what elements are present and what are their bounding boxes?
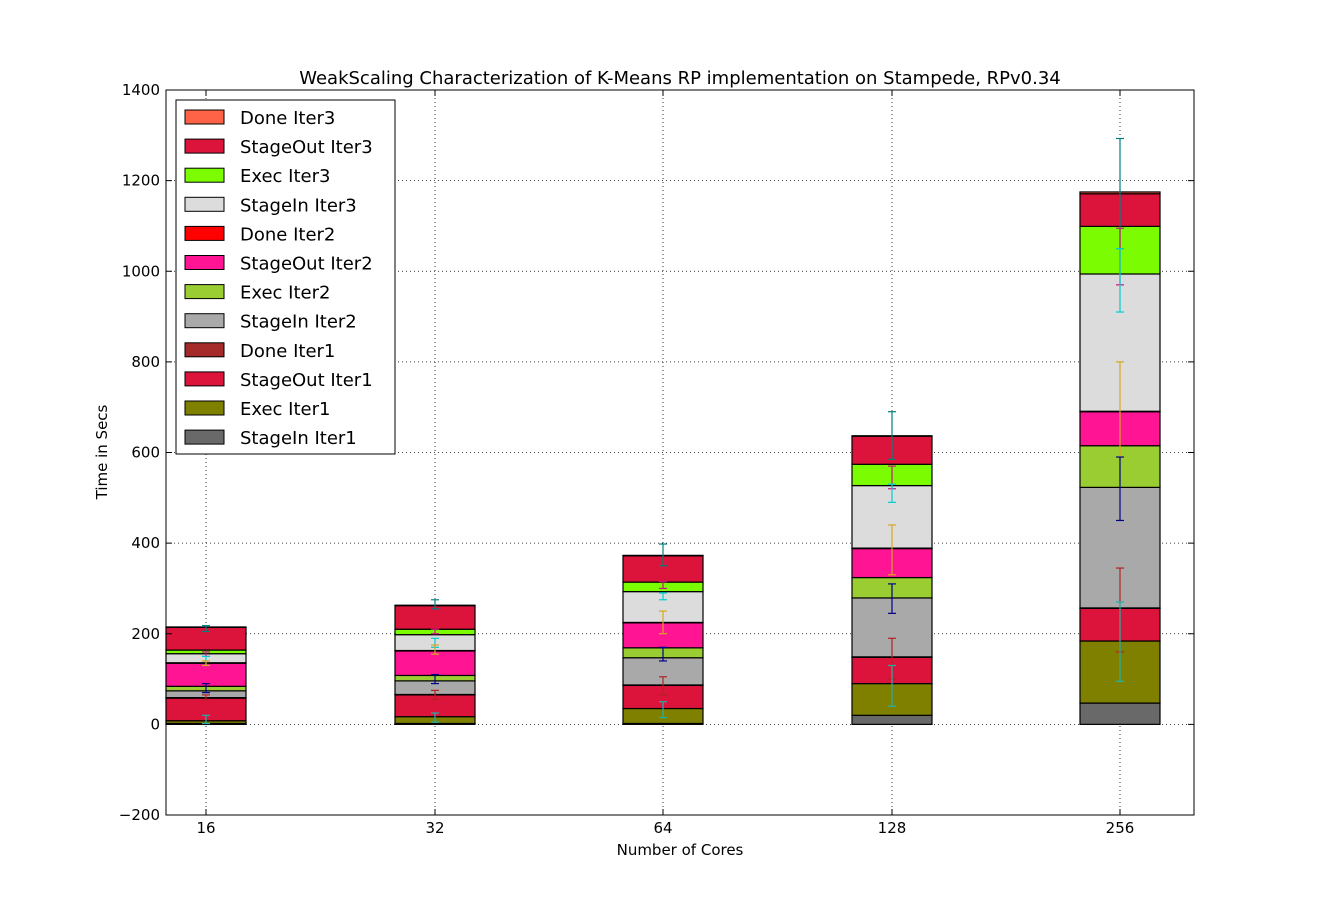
y-tick-label: 400 <box>131 534 160 552</box>
x-axis-label: Number of Cores <box>617 841 744 859</box>
y-axis-label: Time in Secs <box>93 404 111 500</box>
x-tick-label: 64 <box>653 819 672 837</box>
legend-swatch <box>184 255 225 270</box>
legend-swatch <box>184 371 225 387</box>
chart-title: WeakScaling Characterization of K-Means … <box>299 68 1061 89</box>
y-tick-label: 600 <box>131 444 160 462</box>
y-tick-label: 0 <box>150 715 160 733</box>
legend-label: StageIn Iter2 <box>240 312 357 333</box>
legend-swatch <box>184 167 225 183</box>
legend-label: StageOut Iter1 <box>240 370 373 391</box>
legend-label: Done Iter3 <box>240 108 335 129</box>
legend-swatch <box>184 225 225 241</box>
bar-segment <box>851 714 933 725</box>
legend-label: Done Iter2 <box>240 224 335 245</box>
axis-ticks: −200 0 200 400 600 800 1000 1200 1400 16 32 64 128 25… <box>119 81 1194 837</box>
bar-segment <box>165 662 247 687</box>
x-tick-label: 256 <box>1106 819 1135 837</box>
legend-swatch <box>184 109 225 125</box>
legend-swatch <box>184 429 225 445</box>
x-tick-label: 32 <box>425 819 444 837</box>
legend: Done Iter3 StageOut Iter3 Exec Iter3 StageI… <box>175 99 396 455</box>
y-tick-label: 1400 <box>122 81 160 99</box>
legend-label: Exec Iter1 <box>240 399 330 420</box>
legend-swatch <box>184 284 225 300</box>
legend-swatch <box>184 313 225 329</box>
legend-swatch <box>184 342 225 358</box>
legend-label: StageOut Iter2 <box>240 254 373 275</box>
legend-swatch <box>184 138 225 154</box>
x-tick-label: 16 <box>196 819 215 837</box>
legend-swatch <box>184 196 225 212</box>
y-tick-label: 200 <box>131 625 160 643</box>
y-tick-label: −200 <box>119 806 160 824</box>
legend-box <box>175 99 396 455</box>
legend-label: Done Iter1 <box>240 341 335 362</box>
y-tick-label: 1200 <box>122 172 160 190</box>
x-tick-label: 128 <box>878 819 907 837</box>
legend-label: StageIn Iter3 <box>240 195 357 216</box>
legend-swatch <box>184 400 225 416</box>
error-bars <box>202 137 1124 725</box>
y-tick-label: 800 <box>131 353 160 371</box>
legend-label: Exec Iter3 <box>240 166 330 187</box>
legend-label: StageOut Iter3 <box>240 137 373 158</box>
bar-segment <box>1079 702 1161 725</box>
legend-label: Exec Iter2 <box>240 283 330 304</box>
legend-label: StageIn Iter1 <box>240 428 357 449</box>
y-tick-label: 1000 <box>122 262 160 280</box>
